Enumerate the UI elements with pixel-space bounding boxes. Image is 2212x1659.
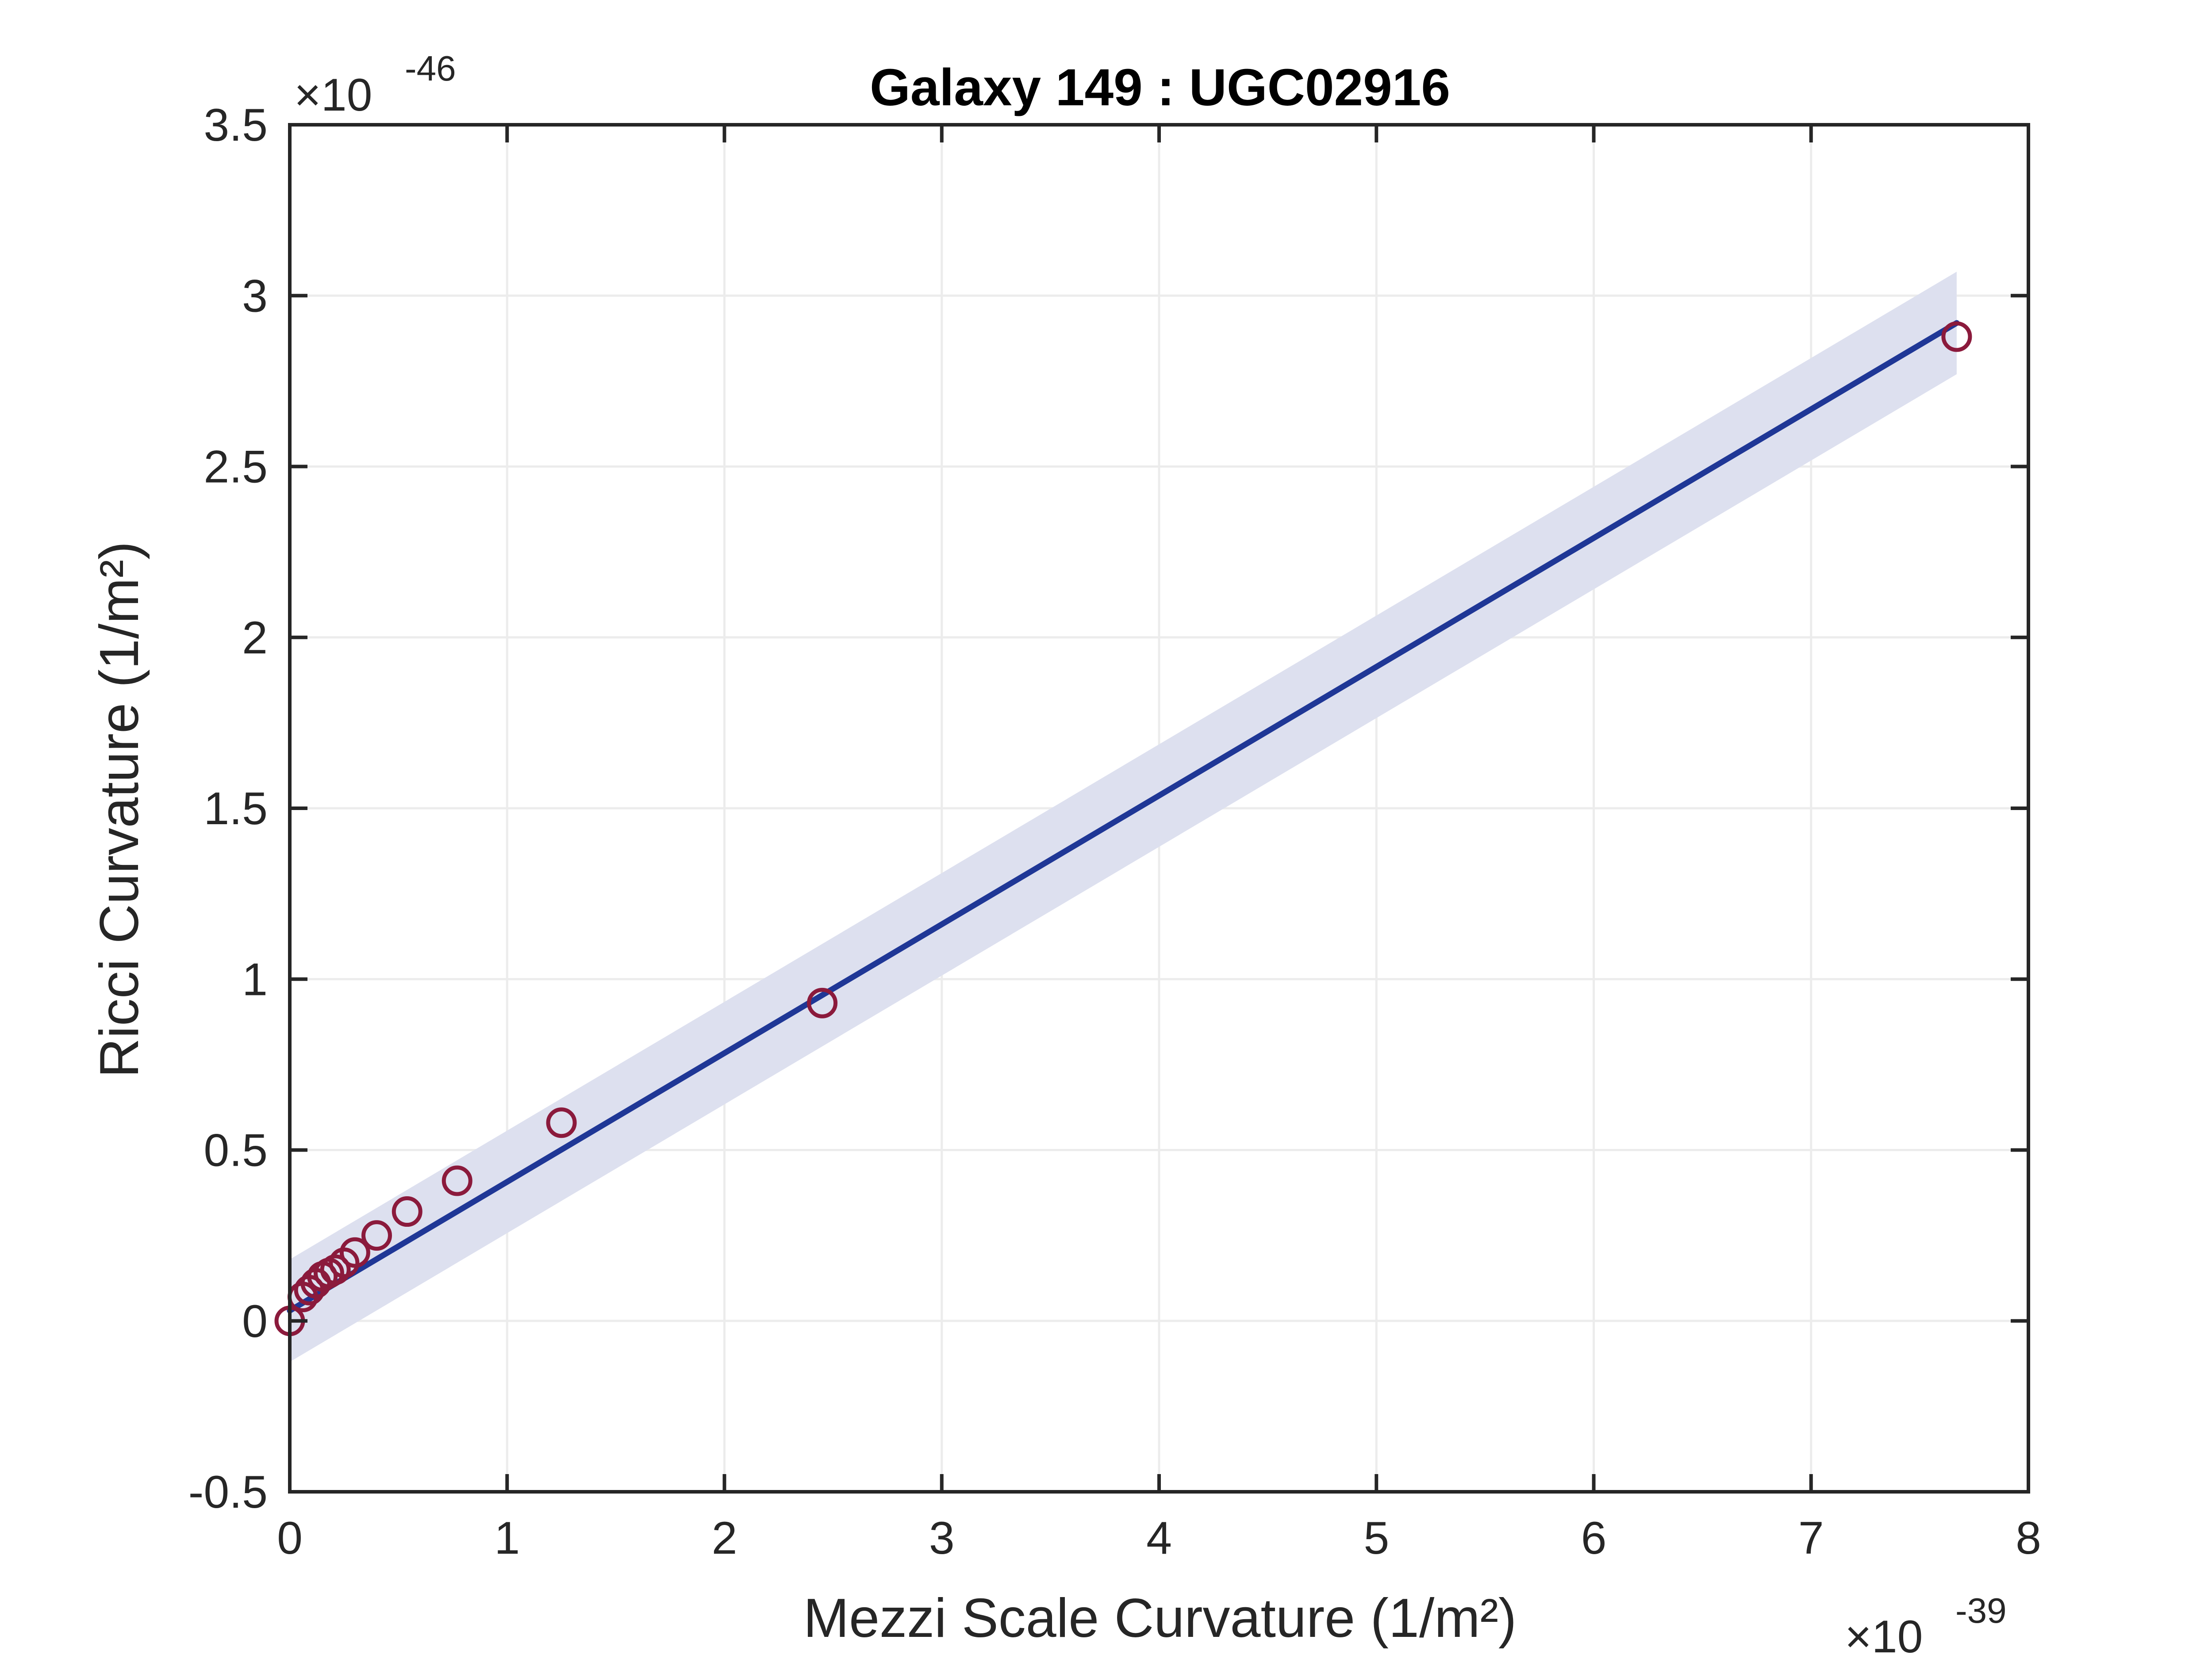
fit-line-group <box>287 320 1960 1314</box>
x-tick-label: 8 <box>2016 1513 2041 1564</box>
x-tick-label: 7 <box>1798 1513 1824 1564</box>
data-point <box>320 1254 351 1285</box>
data-point <box>361 1220 392 1251</box>
data-point <box>339 1237 370 1268</box>
y-tick-label: 0 <box>242 1296 268 1347</box>
x-axis-multiplier-base: ×10 <box>1845 1611 1923 1659</box>
x-tick-label: 5 <box>1363 1513 1389 1564</box>
x-tick-label: 0 <box>277 1513 303 1564</box>
chart-title: Galaxy 149 : UGC02916 <box>870 58 1450 117</box>
y-axis-multiplier: ×10 -46 <box>294 49 456 121</box>
y-tick-label: -0.5 <box>188 1467 268 1518</box>
ticks <box>288 123 2030 1494</box>
y-axis-multiplier-base: ×10 <box>294 69 372 121</box>
x-tick-label: 2 <box>712 1513 737 1564</box>
y-tick-label: 3 <box>242 270 268 322</box>
fit-line <box>287 320 1960 1314</box>
y-tick-label: 1.5 <box>204 783 268 834</box>
data-point <box>329 1247 360 1278</box>
data-point <box>392 1196 422 1227</box>
x-tick-label: 4 <box>1146 1513 1172 1564</box>
y-tick-label: 2.5 <box>204 442 268 493</box>
x-axis-multiplier: ×10 -39 <box>1845 1591 2007 1659</box>
data-point <box>442 1165 472 1196</box>
y-tick-label: 2 <box>242 612 268 664</box>
y-axis-label: Ricci Curvature (1/m²) <box>89 541 150 1078</box>
y-tick-label: 0.5 <box>204 1125 268 1176</box>
y-tick-label: 3.5 <box>204 100 268 151</box>
x-tick-label: 1 <box>494 1513 520 1564</box>
x-tick-label: 3 <box>929 1513 955 1564</box>
data-point <box>1941 321 1972 352</box>
y-axis-multiplier-exponent: -46 <box>405 49 456 88</box>
x-tick-label: 6 <box>1581 1513 1607 1564</box>
data-point <box>546 1107 577 1138</box>
x-axis-multiplier-exponent: -39 <box>1955 1591 2007 1630</box>
tick-labels: 0 1 2 3 4 5 6 7 8-0.500.511.522.533.5 <box>188 100 2041 1564</box>
x-axis-label: Mezzi Scale Curvature (1/m²) <box>803 1588 1517 1649</box>
data-point <box>807 987 838 1018</box>
y-tick-label: 1 <box>242 954 268 1005</box>
